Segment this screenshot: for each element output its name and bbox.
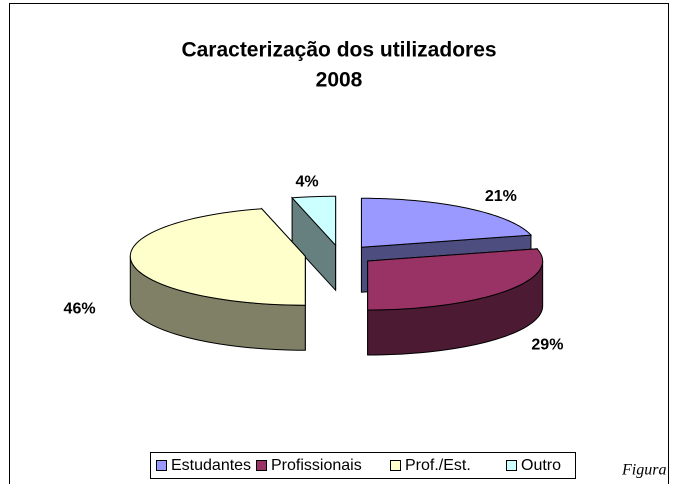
legend-label: Outro	[521, 457, 561, 474]
legend-swatch	[256, 460, 267, 471]
slice-top	[360, 197, 533, 248]
chart-subtitle: 2008	[316, 69, 363, 92]
chart-frame	[9, 3, 669, 484]
pie-slice	[291, 195, 337, 292]
data-label: 46%	[64, 300, 96, 317]
legend-label: Profissionais	[271, 457, 362, 474]
legend-label: Estudantes	[171, 457, 251, 474]
chart-title: Caracterização dos utilizadores	[181, 39, 496, 62]
legend-box	[150, 452, 576, 479]
legend-swatch	[506, 460, 517, 471]
slice-top	[129, 208, 306, 306]
data-label: 4%	[296, 173, 319, 190]
slice-top	[291, 195, 337, 247]
pie-slice	[367, 248, 544, 356]
data-label: 29%	[531, 336, 563, 353]
slice-top	[367, 248, 544, 311]
pie-slice	[129, 207, 306, 351]
legend-swatch	[390, 460, 401, 471]
legend-swatch	[156, 460, 167, 471]
legend-label: Prof./Est.	[405, 457, 471, 474]
annotation: Figura	[621, 462, 666, 479]
data-label: 21%	[485, 188, 517, 205]
